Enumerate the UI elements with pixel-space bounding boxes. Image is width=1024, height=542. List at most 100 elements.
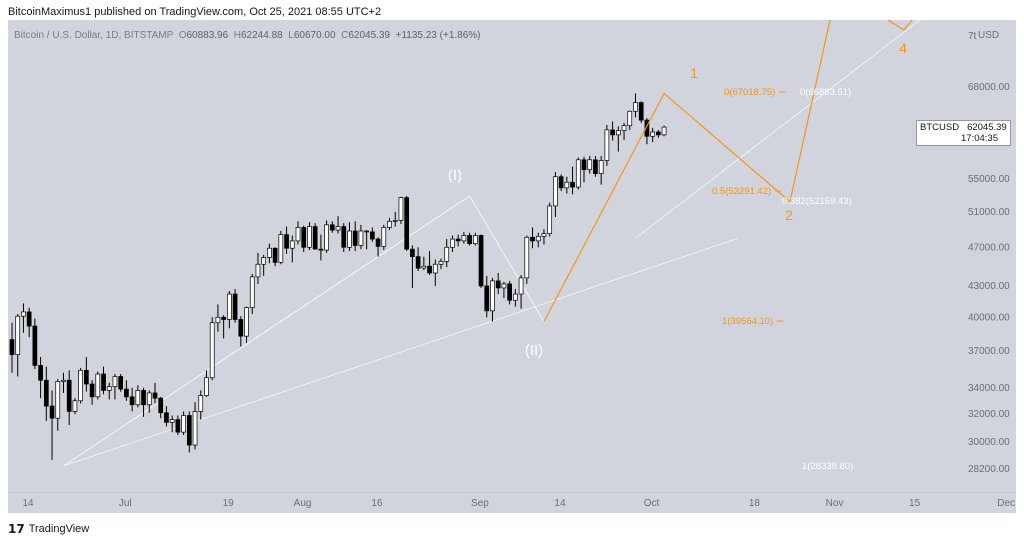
legend-open: 60883.96: [186, 30, 229, 41]
candle: [507, 283, 512, 301]
time-tick-label: Aug: [294, 498, 312, 509]
candle: [415, 256, 421, 269]
time-tick-label: 19: [223, 498, 235, 509]
candle: [455, 238, 461, 242]
candle: [450, 238, 455, 248]
candle: [278, 234, 284, 263]
fib-level-label: 1(39564.10): [722, 316, 773, 327]
candle: [129, 396, 135, 406]
candle: [570, 181, 575, 188]
legend-close-label: C: [341, 30, 349, 41]
white-wave-label: (I): [448, 167, 462, 184]
candle: [650, 131, 655, 137]
price-tick-label: 43000.00: [968, 281, 1010, 292]
candle: [66, 379, 72, 412]
candle: [124, 388, 129, 398]
price-tick-label: 47000.00: [968, 242, 1010, 253]
candle: [661, 126, 667, 136]
candle: [101, 373, 106, 391]
legend-symbol: Bitcoin / U.S. Dollar, 1D, BITSTAMP: [14, 30, 174, 41]
candle: [249, 276, 255, 308]
legend-low: 60670.00: [293, 30, 336, 41]
candle: [392, 220, 398, 222]
candle: [581, 159, 587, 171]
candle: [421, 265, 427, 269]
candle: [89, 383, 95, 398]
candle: [158, 397, 164, 414]
candle: [593, 159, 598, 174]
candle: [43, 379, 49, 407]
time-tick-label: 15: [909, 498, 921, 509]
candle: [558, 176, 564, 189]
candle: [627, 110, 633, 127]
orange-wave-label: 1: [690, 65, 698, 81]
time-tick-label: 14: [22, 498, 34, 509]
price-label-countdown: 17:04:35: [961, 133, 998, 144]
fib-level-label: 0(67018.75): [724, 87, 775, 98]
candle: [604, 129, 610, 161]
candle: [324, 224, 329, 251]
candle: [610, 129, 615, 136]
price-scale[interactable]: [908, 20, 1016, 492]
candle: [387, 220, 392, 228]
candle: [301, 227, 307, 248]
candle: [638, 102, 644, 121]
candle: [432, 263, 438, 274]
candle: [467, 235, 472, 244]
candle: [318, 248, 324, 251]
candle: [209, 322, 215, 379]
candle: [61, 379, 66, 382]
time-tick-label: 16: [371, 498, 383, 509]
time-scale[interactable]: [8, 492, 1016, 513]
last-price-label: BTCUSD 62045.39 17:04:35: [916, 120, 1011, 146]
candle: [272, 247, 278, 263]
candle: [530, 236, 535, 242]
candle: [164, 412, 169, 423]
footer-brand-name: TradingView: [28, 523, 90, 535]
trendline: [63, 237, 739, 467]
chart-legend: Bitcoin / U.S. Dollar, 1D, BITSTAMP O608…: [14, 30, 481, 41]
candle: [335, 226, 341, 231]
candle: [232, 293, 238, 320]
candle: [244, 307, 249, 337]
candle: [255, 263, 261, 278]
candle: [518, 277, 524, 295]
candle: [21, 311, 26, 317]
candle: [112, 376, 118, 387]
candle: [438, 261, 444, 265]
price-tick-label: 68000.00: [968, 82, 1010, 93]
candle: [484, 285, 490, 312]
time-tick-label: 14: [554, 498, 566, 509]
time-tick-label: Dec: [997, 498, 1015, 509]
candle: [32, 325, 38, 366]
legend-change: +1135.23 (+1.86%): [395, 30, 481, 41]
candle: [215, 316, 221, 324]
candle: [49, 405, 55, 419]
price-tick-label: 37000.00: [968, 346, 1010, 357]
candle: [55, 381, 61, 419]
candle: [478, 235, 484, 287]
candle: [644, 119, 650, 137]
candle: [427, 265, 432, 274]
candle: [615, 130, 621, 136]
candle: [141, 390, 146, 406]
candle: [535, 236, 541, 242]
time-tick-label: Oct: [644, 498, 660, 509]
legend-close: 62045.39: [348, 30, 391, 41]
candle: [364, 230, 369, 233]
orange-wave-path: [543, 19, 831, 322]
candle: [358, 230, 364, 246]
candle: [547, 205, 553, 235]
candle: [375, 238, 381, 247]
tradingview-logo-icon: 17: [8, 522, 25, 536]
price-label-value: 62045.39: [967, 122, 1007, 133]
fib-level-label: 0.5(53291.42): [712, 186, 771, 197]
time-tick-label: Nov: [826, 498, 844, 509]
chart-plot-area[interactable]: [8, 20, 908, 492]
price-tick-label: 34000.00: [968, 383, 1010, 394]
candle: [513, 293, 518, 301]
candle: [72, 400, 78, 412]
candle: [621, 125, 627, 131]
candle: [152, 392, 158, 399]
